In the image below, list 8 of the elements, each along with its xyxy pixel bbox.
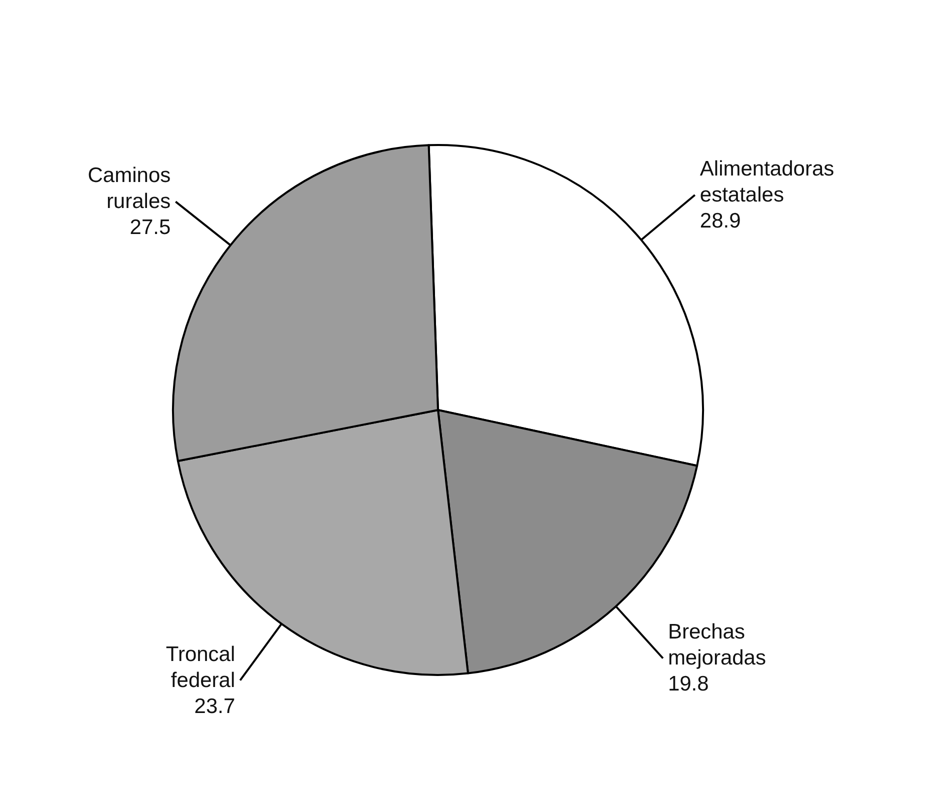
slice-label: Caminos rurales: [88, 164, 171, 214]
slice-label: Brechas mejoradas: [668, 620, 766, 670]
slice-label: Troncal federal: [166, 642, 236, 692]
slice-label: Alimentadoras estatales: [700, 157, 834, 206]
data-label: 27.5: [130, 216, 171, 240]
data-label: 23.7: [194, 694, 236, 718]
data-label: 28.9: [700, 209, 741, 232]
data-label: 19.8: [668, 672, 709, 696]
